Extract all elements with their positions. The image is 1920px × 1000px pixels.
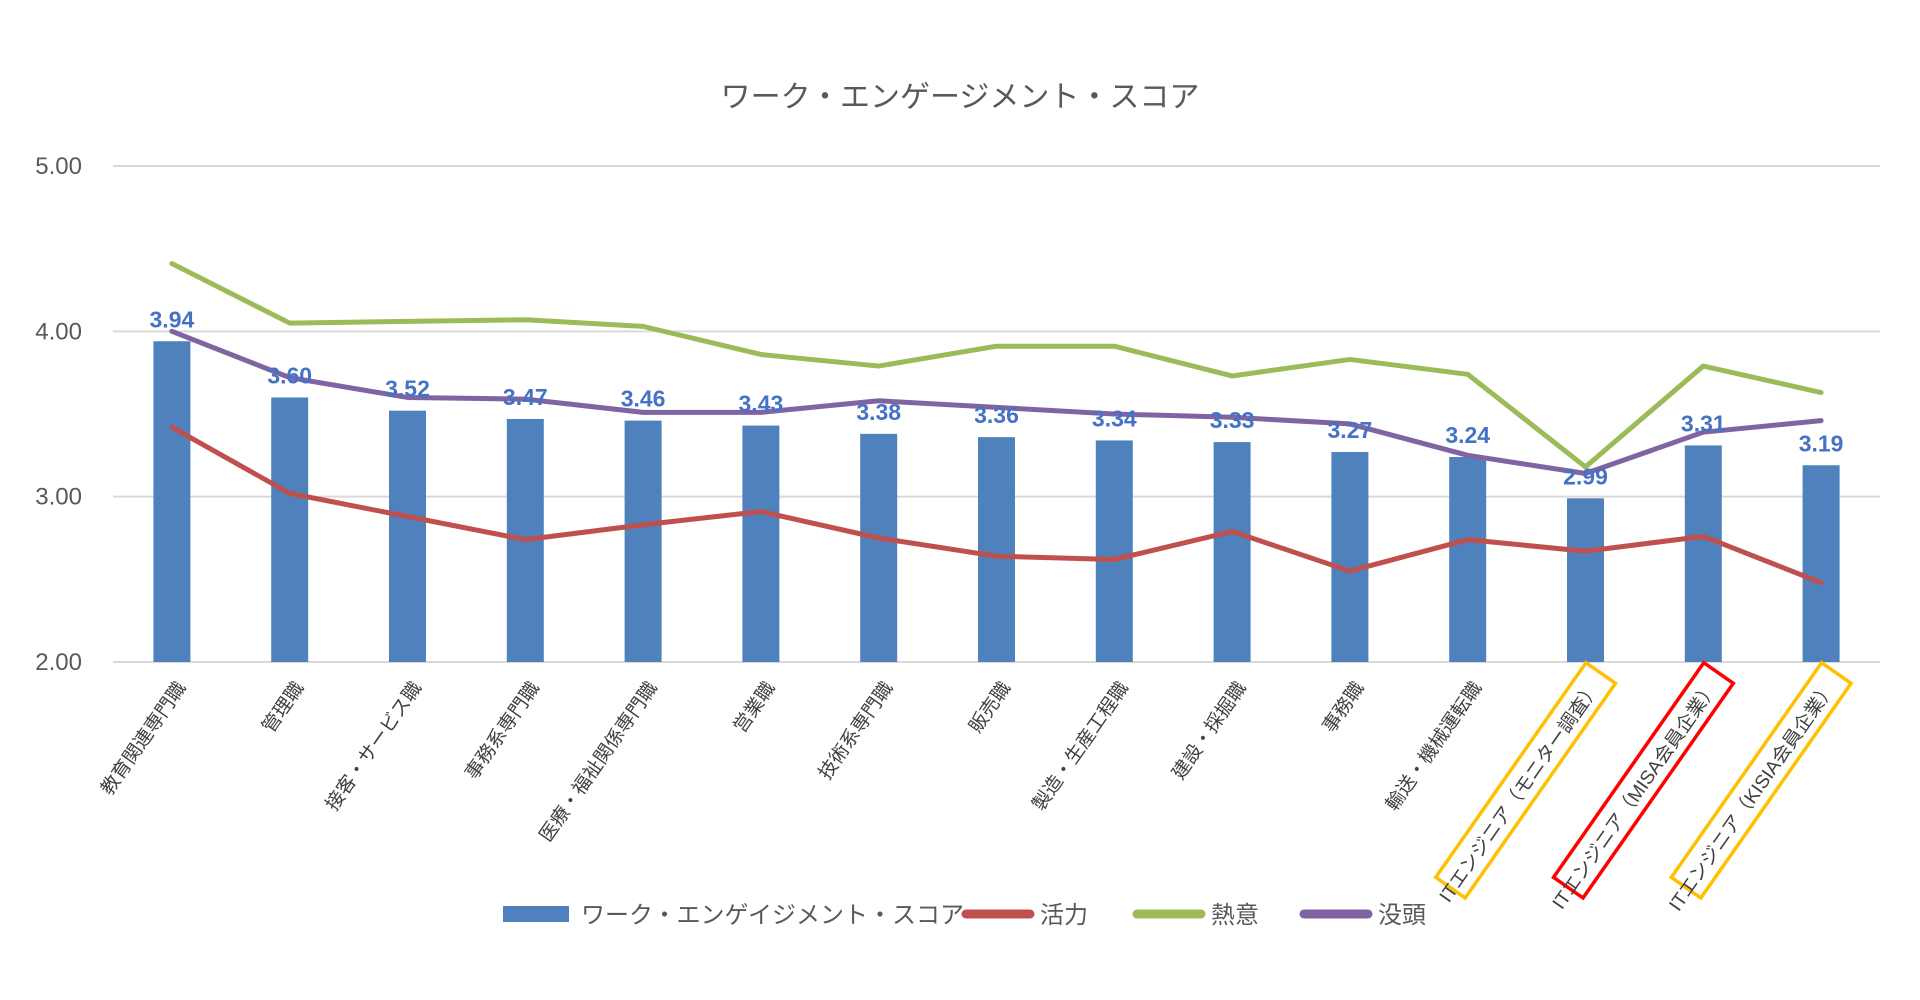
data-label: 3.52 [385,376,430,402]
legend-label: 活力 [1040,902,1088,929]
data-label: 3.19 [1799,430,1844,456]
data-label: 3.31 [1681,410,1726,436]
data-label: 3.43 [739,391,784,417]
legend-swatch [503,906,569,922]
line-3 [169,328,1824,477]
x-tick: 事務職 [1318,678,1369,737]
data-label: 2.99 [1563,463,1608,489]
x-tick: 建設・採掘職 [1168,678,1251,784]
x-tick-label: 事務系専門職 [461,678,544,784]
bar [1802,465,1840,662]
data-label: 3.34 [1092,405,1137,431]
x-tick: 医療・福祉関係専門職 [535,678,662,846]
data-label: 3.38 [856,399,901,425]
x-tick-label: 事務職 [1318,678,1369,737]
label-highlight-box [1668,660,1854,901]
legend-item: 活力 [961,902,1088,929]
x-tick-label: 教育関連専門職 [97,678,191,800]
y-tick-label: 5.00 [35,153,82,180]
x-tick: 販売職 [965,678,1016,737]
bar [860,433,898,662]
data-label: 3.46 [621,386,666,412]
chart-title: ワーク・エンゲージメント・スコア [721,81,1200,114]
legend-item: 没頭 [1299,902,1426,929]
line-series [169,261,1824,586]
y-tick-label: 4.00 [35,318,82,345]
x-tick-label: 営業職 [729,678,780,737]
legend-item: ワーク・エンゲイジメント・スコア [503,902,964,929]
x-tick: 製造・生産工程職 [1028,678,1133,815]
bar [1095,440,1133,662]
x-tick-label: 接客・サービス職 [321,678,426,815]
legend-item: 熱意 [1132,902,1259,929]
y-tick-label: 2.00 [35,649,82,676]
y-axis: 2.00 3.00 4.00 5.00 [35,153,82,676]
x-tick-label: 販売職 [965,678,1016,737]
x-tick: 事務系専門職 [461,678,544,784]
bar [1567,498,1604,662]
x-tick: 教育関連専門職 [97,678,191,800]
bar [153,341,191,662]
bar [742,425,780,662]
label-highlight-box [1551,660,1736,901]
bar [1213,442,1251,662]
x-tick-label: 建設・採掘職 [1168,678,1251,784]
x-tick: ITエンジニア（KISIA会員企業） [1665,660,1854,915]
label-highlight-box [1433,660,1618,901]
legend-label: 熱意 [1211,902,1259,929]
bar [1449,456,1487,662]
legend-label: ワーク・エンゲイジメント・スコア [581,902,964,929]
line-2 [169,261,1824,470]
data-label: 3.94 [150,306,195,332]
x-tick: 管理職 [258,678,309,737]
y-tick-label: 3.00 [35,484,82,511]
line-1 [169,424,1824,586]
x-tick-label: 技術系専門職 [814,678,897,784]
bar [978,437,1015,662]
legend-label: 没頭 [1378,902,1426,929]
bar [271,397,309,662]
x-tick-label: 輸送・機械運転職 [1381,678,1486,815]
x-tick-label: 管理職 [258,678,309,737]
bar [1331,452,1369,662]
data-label: 3.60 [267,362,312,388]
legend: ワーク・エンゲイジメント・スコア 活力 熱意 没頭 [503,902,1426,929]
x-tick-label: 医療・福祉関係専門職 [535,678,662,846]
x-tick-label: 製造・生産工程職 [1028,678,1133,815]
x-tick: 技術系専門職 [814,678,897,784]
data-label: 3.36 [974,402,1019,428]
x-tick: 接客・サービス職 [321,678,426,815]
x-tick: 輸送・機械運転職 [1381,678,1486,815]
x-tick: 営業職 [729,678,780,737]
data-labels: 3.94 3.60 3.52 3.47 3.46 3.43 3.38 3.36 3.34 3.33… [150,306,1844,489]
bar [389,410,426,662]
bar [1684,445,1722,662]
bar-series [153,341,1840,662]
data-label: 3.27 [1328,417,1373,443]
bar [624,420,662,662]
data-label: 3.33 [1210,407,1255,433]
data-label: 3.47 [503,384,548,410]
data-label: 3.24 [1445,422,1490,448]
